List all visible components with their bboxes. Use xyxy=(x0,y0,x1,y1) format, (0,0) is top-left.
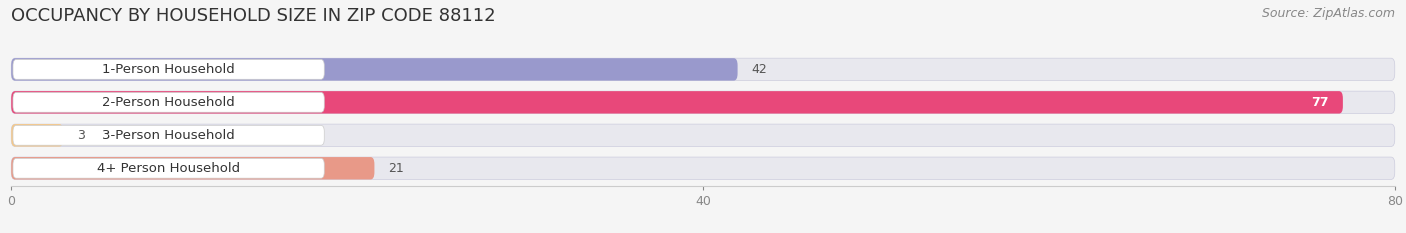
Text: 3: 3 xyxy=(77,129,84,142)
Text: 77: 77 xyxy=(1312,96,1329,109)
FancyBboxPatch shape xyxy=(13,158,325,178)
FancyBboxPatch shape xyxy=(11,58,1395,81)
FancyBboxPatch shape xyxy=(11,58,738,81)
Text: 4+ Person Household: 4+ Person Household xyxy=(97,162,240,175)
FancyBboxPatch shape xyxy=(13,59,325,79)
Text: 21: 21 xyxy=(388,162,404,175)
FancyBboxPatch shape xyxy=(11,157,374,179)
FancyBboxPatch shape xyxy=(11,157,1395,179)
Text: 42: 42 xyxy=(751,63,768,76)
Text: Source: ZipAtlas.com: Source: ZipAtlas.com xyxy=(1261,7,1395,20)
Text: 3-Person Household: 3-Person Household xyxy=(103,129,235,142)
Text: 1-Person Household: 1-Person Household xyxy=(103,63,235,76)
FancyBboxPatch shape xyxy=(11,124,63,147)
FancyBboxPatch shape xyxy=(13,125,325,145)
Text: OCCUPANCY BY HOUSEHOLD SIZE IN ZIP CODE 88112: OCCUPANCY BY HOUSEHOLD SIZE IN ZIP CODE … xyxy=(11,7,496,25)
FancyBboxPatch shape xyxy=(11,91,1395,113)
FancyBboxPatch shape xyxy=(13,93,325,112)
FancyBboxPatch shape xyxy=(11,124,1395,147)
Text: 2-Person Household: 2-Person Household xyxy=(103,96,235,109)
FancyBboxPatch shape xyxy=(11,91,1343,113)
